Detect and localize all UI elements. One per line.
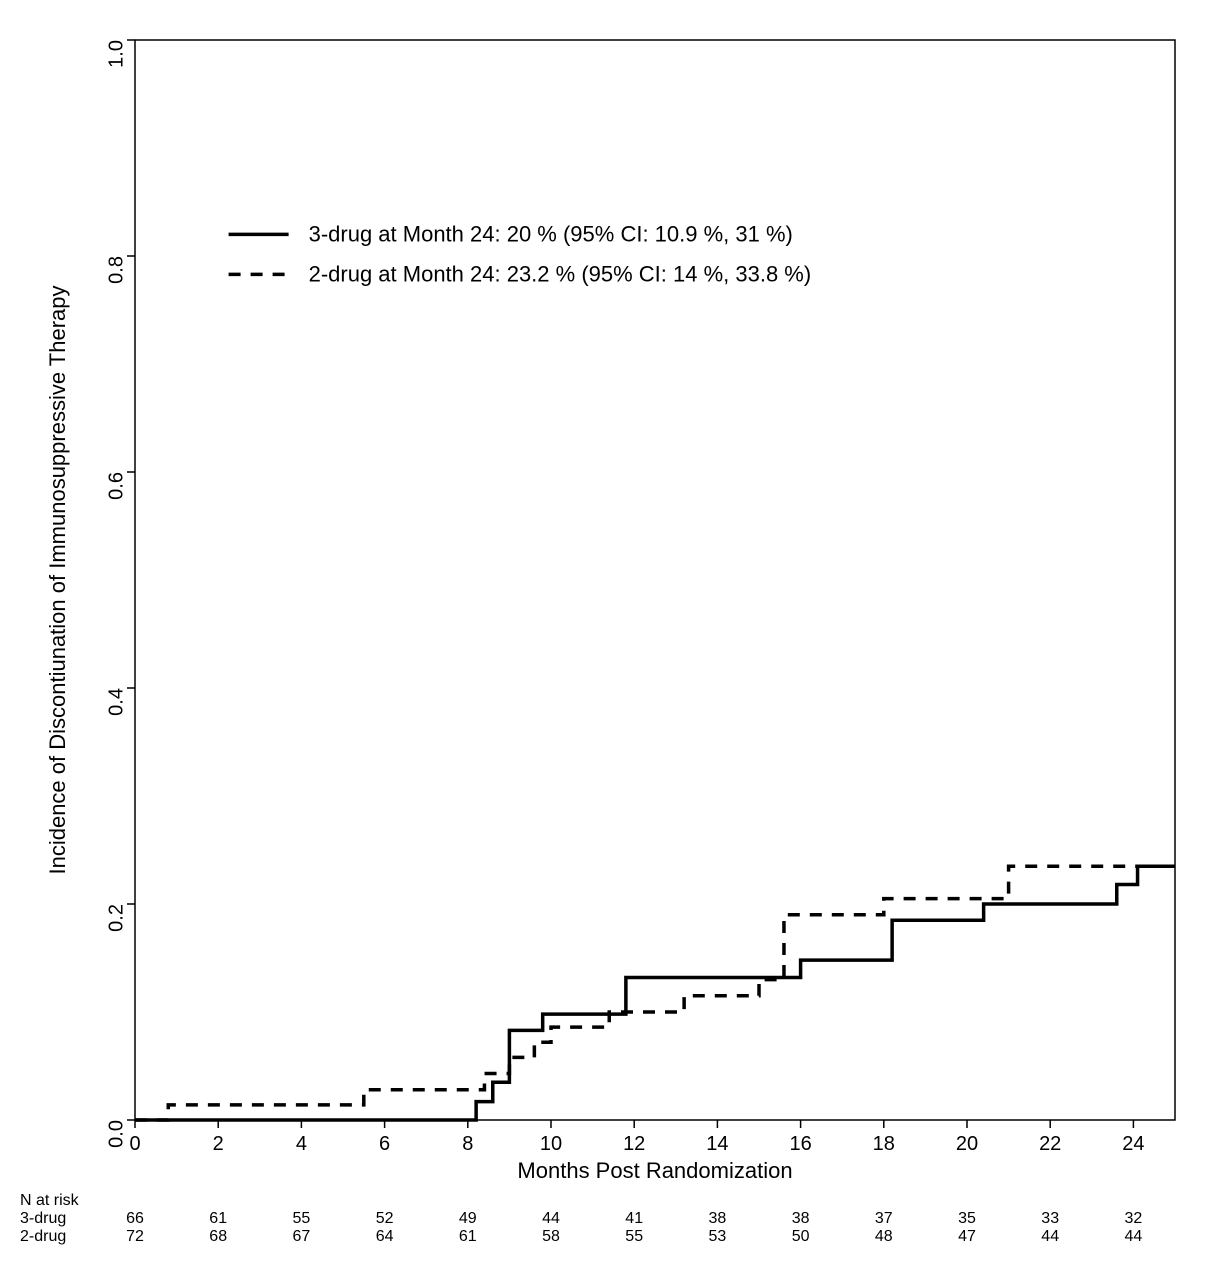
risk-value: 37 bbox=[875, 1210, 893, 1227]
risk-value: 68 bbox=[209, 1228, 227, 1245]
risk-value: 38 bbox=[709, 1210, 727, 1227]
risk-value: 52 bbox=[376, 1210, 394, 1227]
risk-value: 35 bbox=[958, 1210, 976, 1227]
y-tick-label: 0.0 bbox=[105, 1120, 127, 1148]
y-tick-label: 0.6 bbox=[105, 472, 127, 500]
x-axis-label: Months Post Randomization bbox=[517, 1158, 792, 1183]
x-tick-label: 16 bbox=[789, 1133, 811, 1155]
x-tick-label: 10 bbox=[540, 1133, 562, 1155]
x-tick-label: 8 bbox=[462, 1133, 473, 1155]
risk-value: 48 bbox=[875, 1228, 893, 1245]
y-axis-label: Incidence of Discontiunation of Immunosu… bbox=[45, 285, 70, 874]
x-tick-label: 0 bbox=[129, 1133, 140, 1155]
risk-value: 72 bbox=[126, 1228, 144, 1245]
km-chart: 0.0 0.2 0.4 0.6 0.8 1.0 Incidence of Discontiu… bbox=[0, 0, 1227, 1280]
y-tick-label: 1.0 bbox=[105, 40, 127, 68]
x-tick-label: 24 bbox=[1122, 1133, 1144, 1155]
x-tick-label: 4 bbox=[296, 1133, 307, 1155]
risk-value: 44 bbox=[1125, 1228, 1143, 1245]
legend-label: 3-drug at Month 24: 20 % (95% CI: 10.9 %… bbox=[309, 221, 793, 246]
risk-value: 58 bbox=[542, 1228, 560, 1245]
plot-border bbox=[135, 40, 1175, 1120]
y-tick-label: 0.8 bbox=[105, 256, 127, 284]
y-tick-label: 0.2 bbox=[105, 904, 127, 932]
risk-row-label: 3-drug bbox=[20, 1210, 66, 1227]
x-tick-label: 2 bbox=[213, 1133, 224, 1155]
risk-row-label: 2-drug bbox=[20, 1228, 66, 1245]
risk-value: 44 bbox=[542, 1210, 560, 1227]
risk-value: 55 bbox=[293, 1210, 311, 1227]
risk-value: 32 bbox=[1125, 1210, 1143, 1227]
risk-value: 64 bbox=[376, 1228, 394, 1245]
risk-value: 66 bbox=[126, 1210, 144, 1227]
risk-value: 47 bbox=[958, 1228, 976, 1245]
risk-value: 55 bbox=[625, 1228, 643, 1245]
y-tick-label: 0.4 bbox=[105, 688, 127, 716]
risk-value: 61 bbox=[459, 1228, 477, 1245]
x-tick-label: 18 bbox=[873, 1133, 895, 1155]
risk-value: 50 bbox=[792, 1228, 810, 1245]
risk-table-title: N at risk bbox=[20, 1192, 80, 1209]
risk-value: 44 bbox=[1041, 1228, 1059, 1245]
risk-value: 49 bbox=[459, 1210, 477, 1227]
x-tick-label: 6 bbox=[379, 1133, 390, 1155]
x-tick-label: 14 bbox=[706, 1133, 728, 1155]
risk-value: 53 bbox=[709, 1228, 727, 1245]
x-tick-label: 12 bbox=[623, 1133, 645, 1155]
chart-container: 0.0 0.2 0.4 0.6 0.8 1.0 Incidence of Discontiu… bbox=[0, 0, 1227, 1280]
risk-value: 38 bbox=[792, 1210, 810, 1227]
legend-label: 2-drug at Month 24: 23.2 % (95% CI: 14 %… bbox=[309, 261, 812, 286]
risk-value: 41 bbox=[625, 1210, 643, 1227]
risk-value: 61 bbox=[209, 1210, 227, 1227]
risk-value: 33 bbox=[1041, 1210, 1059, 1227]
risk-value: 67 bbox=[293, 1228, 311, 1245]
x-tick-label: 20 bbox=[956, 1133, 978, 1155]
series-3-drug bbox=[135, 866, 1175, 1120]
x-tick-label: 22 bbox=[1039, 1133, 1061, 1155]
